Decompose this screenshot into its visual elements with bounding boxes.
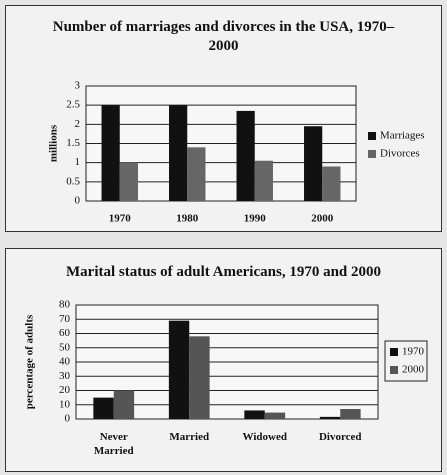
legend-swatch [390,348,398,356]
legend-box [384,340,428,382]
bar [340,409,361,419]
bar [264,412,286,419]
x-tick-label: Never Married [94,431,134,457]
y-tick-label: 10 [59,398,71,410]
bar [189,336,210,419]
y-tick-label: 1 [75,156,81,168]
bar [187,147,206,201]
chart-title: Marital status of adult Americans, 1970 … [66,264,381,280]
x-tick-label: 1970 [109,213,132,225]
y-tick-label: 1.5 [66,137,80,149]
legend-swatch [368,150,376,158]
legend-swatch [390,366,398,374]
y-tick-label: 60 [59,327,71,339]
chart: 0 10 20 30 40 50 60 70 80 percentage of adults Nev… [24,299,428,457]
y-tick-label: 0.5 [66,175,80,187]
bar [322,166,341,201]
x-tick-label: Divorced [319,431,362,443]
legend-label: Divorces [380,148,420,160]
y-tick-label: 20 [59,384,71,396]
chart-panel: Number of marriages and divorces in the … [5,5,442,232]
legend-label: Marriages [380,130,425,142]
bar [236,110,255,201]
y-tick-label: 40 [59,356,71,368]
y-tick-label: 70 [59,313,71,325]
bar [113,390,135,419]
bar [119,162,138,201]
legend-label: 1970 [402,346,425,358]
y-tick-label: 0 [75,195,81,207]
bar [101,105,120,201]
y-tick-label: 3 [75,80,81,92]
legend-label: 2000 [402,364,425,376]
bar [168,320,190,419]
x-tick-label: 1990 [244,213,267,225]
legend-swatch [368,132,376,140]
y-tick-label: 50 [59,341,71,353]
y-tick-label: 2 [75,118,81,130]
x-tick-label: Married [169,431,209,443]
bar [304,126,323,201]
chart-panel: Marital status of adult Americans, 1970 … [5,248,442,472]
bar [169,105,188,201]
y-axis-label: millions [48,124,60,162]
x-tick-label: 2000 [311,213,334,225]
y-tick-label: 30 [59,370,71,382]
y-axis-label: percentage of adults [24,314,36,409]
chart: 0 0.5 1 1.5 2 2.5 3 millions 1970 1980 1990 2000 Mar… [48,80,425,225]
y-tick-label: 0 [65,413,71,425]
bar [244,410,265,419]
x-tick-label: 1980 [176,213,199,225]
y-tick-label: 2.5 [66,99,80,111]
y-tick-label: 80 [59,299,71,311]
bar [254,160,273,201]
bar [319,416,341,419]
chart-title: Number of marriages and divorces in the … [52,19,395,54]
bar [93,397,114,419]
x-tick-label: Widowed [243,431,287,443]
